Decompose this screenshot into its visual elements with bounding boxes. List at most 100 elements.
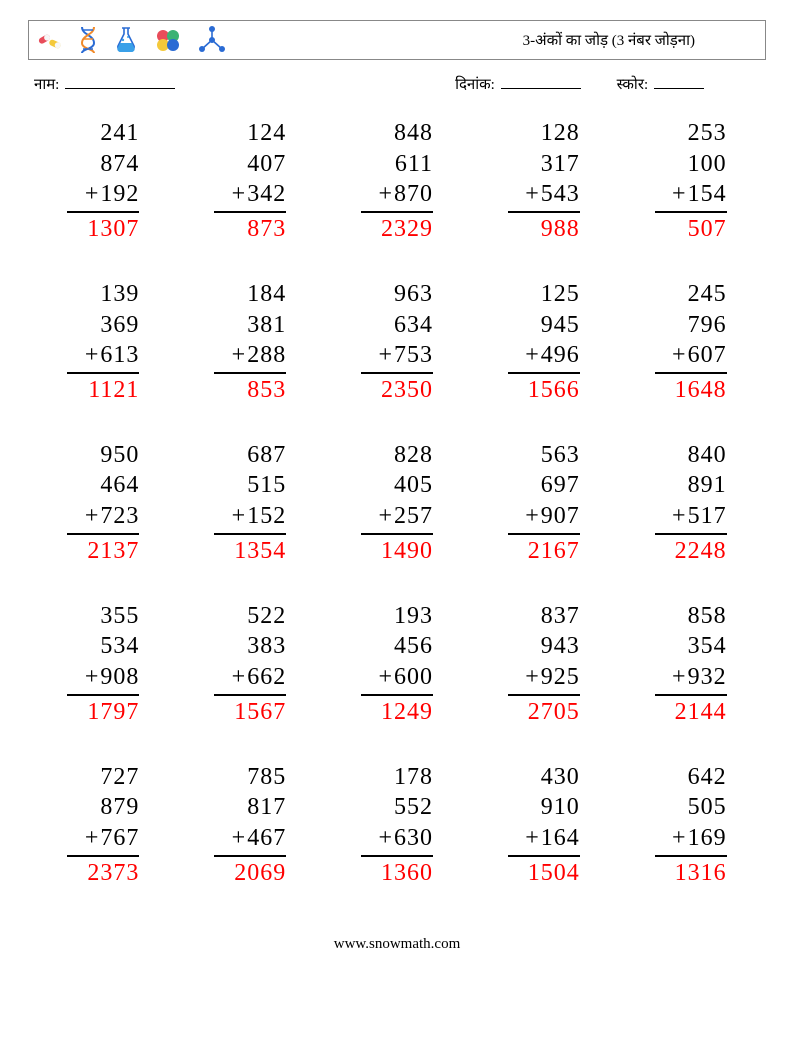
problem-stack: 253100+154507: [655, 118, 727, 245]
plus-sign: +: [85, 503, 101, 529]
addend-1: 253: [655, 118, 727, 149]
problem-stack: 848611+8702329: [361, 118, 433, 245]
addend-2: 634: [361, 310, 433, 341]
dna-icon: [77, 25, 99, 55]
addend-2: 552: [361, 792, 433, 823]
plus-sign: +: [232, 342, 248, 368]
plus-sign: +: [85, 664, 101, 690]
plus-sign: +: [378, 664, 394, 690]
problem-stack: 355534+9081797: [67, 601, 139, 728]
problem: 193456+6001249: [324, 601, 471, 728]
answer: 2248: [655, 535, 727, 567]
addend-3-value: 870: [394, 181, 433, 207]
addend-3: +154: [655, 179, 727, 213]
date-blank: [501, 88, 581, 89]
problem-stack: 563697+9072167: [508, 440, 580, 567]
plus-sign: +: [672, 181, 688, 207]
addend-1: 828: [361, 440, 433, 471]
answer: 2167: [508, 535, 580, 567]
plus-sign: +: [525, 664, 541, 690]
addend-3: +932: [655, 662, 727, 696]
problem-stack: 128317+543988: [508, 118, 580, 245]
answer: 1121: [67, 374, 139, 406]
problem: 430910+1641504: [470, 762, 617, 889]
problem: 727879+7672373: [30, 762, 177, 889]
addend-1: 642: [655, 762, 727, 793]
plus-sign: +: [232, 503, 248, 529]
problem: 184381+288853: [177, 279, 324, 406]
date-label: दिनांक:: [455, 77, 495, 93]
problem-stack: 125945+4961566: [508, 279, 580, 406]
problem: 139369+6131121: [30, 279, 177, 406]
addend-3-value: 543: [541, 181, 580, 207]
answer: 988: [508, 213, 580, 245]
problem: 563697+9072167: [470, 440, 617, 567]
answer: 1567: [214, 696, 286, 728]
addend-3: +613: [67, 340, 139, 374]
plus-sign: +: [85, 342, 101, 368]
addend-3-value: 600: [394, 664, 433, 690]
plus-sign: +: [672, 825, 688, 851]
problem: 828405+2571490: [324, 440, 471, 567]
addend-1: 193: [361, 601, 433, 632]
addend-3-value: 154: [688, 181, 727, 207]
plus-sign: +: [525, 342, 541, 368]
addend-3: +192: [67, 179, 139, 213]
problem-stack: 241874+1921307: [67, 118, 139, 245]
addend-3: +467: [214, 823, 286, 857]
addend-3: +723: [67, 501, 139, 535]
addend-3-value: 288: [247, 342, 286, 368]
answer: 1249: [361, 696, 433, 728]
problem: 125945+4961566: [470, 279, 617, 406]
problem-stack: 727879+7672373: [67, 762, 139, 889]
addend-2: 515: [214, 470, 286, 501]
answer: 2069: [214, 857, 286, 889]
problem-stack: 840891+5172248: [655, 440, 727, 567]
addend-3-value: 342: [247, 181, 286, 207]
addend-3-value: 467: [247, 825, 286, 851]
addend-3-value: 662: [247, 664, 286, 690]
problem: 124407+342873: [177, 118, 324, 245]
addend-3: +600: [361, 662, 433, 696]
problem: 178552+6301360: [324, 762, 471, 889]
score-field: स्कोर:: [617, 74, 704, 94]
addend-2: 354: [655, 631, 727, 662]
name-field: नाम:: [34, 74, 455, 94]
plus-sign: +: [232, 181, 248, 207]
pills-icon: [35, 26, 63, 54]
plus-sign: +: [232, 825, 248, 851]
addend-3-value: 932: [688, 664, 727, 690]
name-label: नाम:: [34, 77, 59, 93]
addend-2: 369: [67, 310, 139, 341]
plus-sign: +: [525, 825, 541, 851]
addend-2: 817: [214, 792, 286, 823]
addend-2: 381: [214, 310, 286, 341]
plus-sign: +: [85, 181, 101, 207]
addend-3: +908: [67, 662, 139, 696]
addend-1: 840: [655, 440, 727, 471]
addend-2: 796: [655, 310, 727, 341]
answer: 1490: [361, 535, 433, 567]
addend-3: +288: [214, 340, 286, 374]
problem: 785817+4672069: [177, 762, 324, 889]
addend-1: 950: [67, 440, 139, 471]
addend-3: +164: [508, 823, 580, 857]
name-blank: [65, 88, 175, 89]
worksheet-page: 3-अंकों का जोड़ (3 नंबर जोड़ना) नाम: दिन…: [0, 0, 794, 975]
addend-2: 405: [361, 470, 433, 501]
plus-sign: +: [378, 342, 394, 368]
answer: 2350: [361, 374, 433, 406]
problem: 355534+9081797: [30, 601, 177, 728]
addend-3: +543: [508, 179, 580, 213]
answer: 2373: [67, 857, 139, 889]
addend-2: 534: [67, 631, 139, 662]
problem-stack: 245796+6071648: [655, 279, 727, 406]
date-field: दिनांक:: [455, 74, 581, 94]
addend-2: 464: [67, 470, 139, 501]
problem: 642505+1691316: [617, 762, 764, 889]
plus-sign: +: [525, 503, 541, 529]
plus-sign: +: [672, 664, 688, 690]
addend-1: 563: [508, 440, 580, 471]
addend-3: +767: [67, 823, 139, 857]
answer: 1307: [67, 213, 139, 245]
